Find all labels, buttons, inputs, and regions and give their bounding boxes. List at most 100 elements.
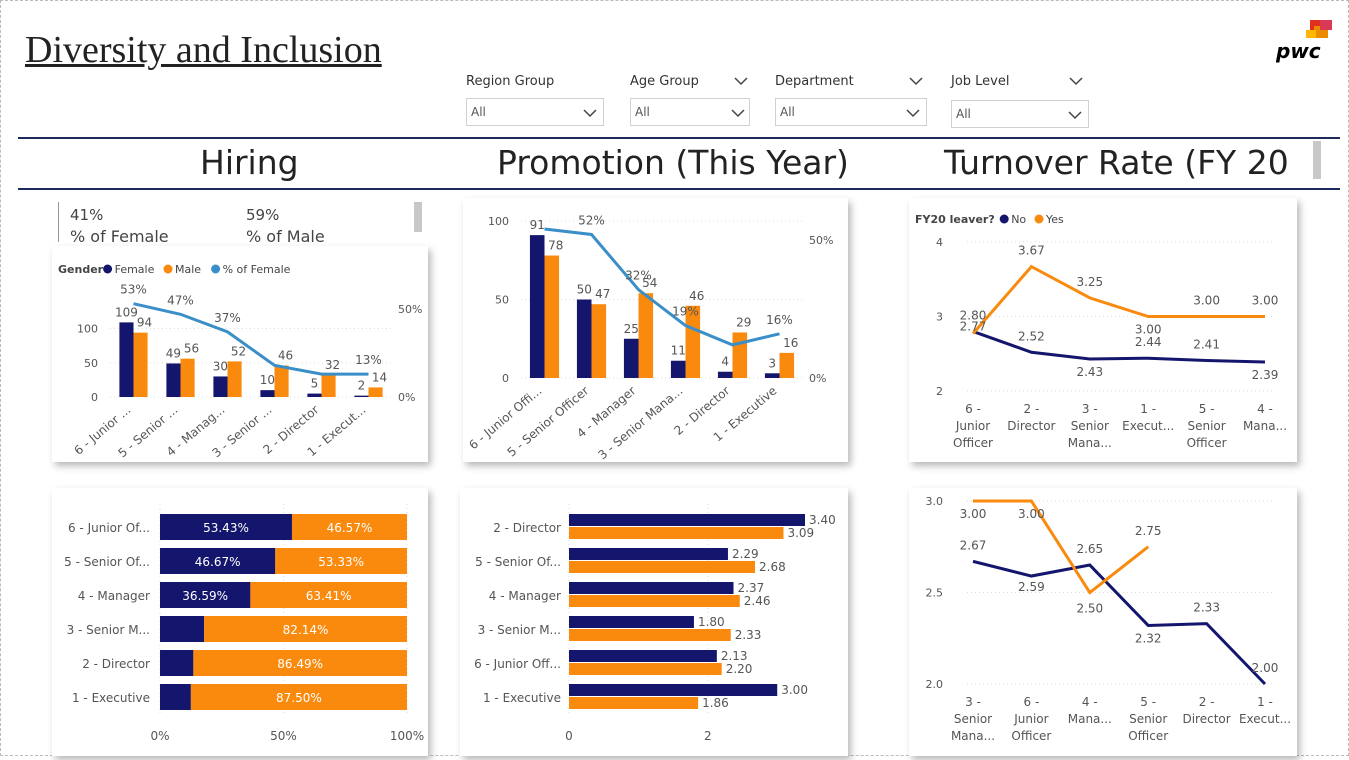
data-label-pct: 52% xyxy=(578,213,605,227)
turnover-age-card[interactable]: 2.0 2.5 3.0 3 - Senior Mana... 6 - Junior Office… xyxy=(909,488,1297,756)
y-tick-label: 2 - Director xyxy=(493,521,561,535)
bar-male xyxy=(321,375,336,397)
legend-marker xyxy=(211,264,221,274)
data-label-no: 2.39 xyxy=(1252,368,1279,382)
y-tick-label: 0 xyxy=(91,391,98,404)
bar-female xyxy=(354,395,369,397)
data-label-female: 10 xyxy=(260,373,275,387)
y-tick-label: 4 - Manager xyxy=(489,589,561,603)
bar-female xyxy=(569,684,778,696)
y-tick-label: 6 - Junior Off... xyxy=(474,657,561,671)
x-tick-label: 2 - xyxy=(1199,695,1215,709)
region-group-dropdown[interactable]: All xyxy=(466,98,604,126)
age-group-dropdown[interactable]: All xyxy=(630,98,750,126)
data-label-no: 2.33 xyxy=(1193,601,1220,615)
data-label-male: 32 xyxy=(325,358,340,372)
x-tick-label: 1 - xyxy=(1140,402,1156,416)
y-tick-label: 3.0 xyxy=(926,495,944,508)
data-label-yes: 3.00 xyxy=(1252,294,1279,308)
data-label-yes: 3.00 xyxy=(1193,294,1220,308)
data-label-pct: 16% xyxy=(766,313,793,327)
data-label-male: 3.09 xyxy=(787,526,814,540)
data-label-yes: 3.67 xyxy=(1018,244,1045,258)
turnover-level-card[interactable]: FY20 leaver? No Yes 2 3 4 6 - Junior Officer 2 - D… xyxy=(909,198,1297,462)
data-label-no: 2.65 xyxy=(1076,542,1103,556)
y-tick-label: 1 - Executive xyxy=(483,691,561,705)
x-tick-label: Mana... xyxy=(951,729,995,743)
x-tick-label: 0% xyxy=(150,729,169,743)
bar-female xyxy=(569,650,717,662)
section-title-promotion: Promotion (This Year) xyxy=(497,143,849,182)
data-label-female: 2 xyxy=(358,379,366,393)
chevron-down-icon[interactable] xyxy=(909,76,923,86)
bar-male xyxy=(274,365,289,397)
x-tick-label: 0 xyxy=(565,729,573,743)
y2-tick-label: 0% xyxy=(398,391,415,404)
data-label-male: 16 xyxy=(783,336,798,350)
bar-female xyxy=(160,582,251,608)
chevron-down-icon[interactable] xyxy=(1069,76,1083,86)
job-level-dropdown[interactable]: All xyxy=(951,100,1089,128)
data-label-no: 2.43 xyxy=(1076,365,1103,379)
data-label-female: 36.59% xyxy=(182,589,228,603)
data-label-pct: 47% xyxy=(167,293,194,307)
data-label-pct: 53% xyxy=(120,283,147,297)
y-tick-label: 50 xyxy=(495,294,509,307)
y-tick-label: 4 - Manager xyxy=(78,589,150,603)
kpi-scrollbar-thumb[interactable] xyxy=(414,202,422,232)
x-tick-label: Senior xyxy=(954,712,992,726)
hiring-share-card[interactable]: 0% 50% 100% 6 - Junior Of... 53.43% 46.57% 5 -… xyxy=(52,488,428,756)
legend-label: Male xyxy=(175,263,201,276)
bar-male xyxy=(368,387,383,397)
x-tick-label: 6 - xyxy=(1024,695,1040,709)
data-label-yes: 3.25 xyxy=(1076,275,1103,289)
bar-male xyxy=(779,352,795,378)
bar-female xyxy=(529,235,545,378)
data-label-female: 25 xyxy=(624,322,639,336)
x-tick-label: 3 - xyxy=(965,695,981,709)
data-label-pct: 13% xyxy=(355,353,382,367)
bar-male xyxy=(133,332,148,397)
scrollbar-thumb[interactable] xyxy=(1313,141,1321,179)
y-tick-label: 2.0 xyxy=(926,678,944,691)
data-label-pct: 19% xyxy=(672,305,699,319)
legend-marker xyxy=(103,264,113,274)
bar-male xyxy=(732,332,748,378)
data-label-female: 109 xyxy=(115,305,138,319)
y2-tick-label: 0% xyxy=(809,372,826,385)
bar-male xyxy=(275,548,407,574)
bar-female xyxy=(569,514,805,526)
data-label-male: 2.20 xyxy=(726,662,753,676)
department-dropdown[interactable]: All xyxy=(775,98,927,126)
data-label-female: 50 xyxy=(577,283,592,297)
slicer-label: Job Level xyxy=(951,74,1010,89)
kpi-male-label: % of Male xyxy=(246,227,325,246)
bar-female xyxy=(160,514,292,540)
bar-male xyxy=(180,358,195,397)
bar-female xyxy=(764,373,780,378)
y-tick-label: 4 xyxy=(936,236,943,249)
chevron-down-icon[interactable] xyxy=(734,76,748,86)
data-label-pct: 37% xyxy=(214,311,241,325)
data-label-male: 2.68 xyxy=(759,560,786,574)
bar-female xyxy=(160,616,205,642)
promotion-gender-card[interactable]: 0 50 100 0% 50% 91 78 6 - Junior Offi... 50 47 5 -… xyxy=(463,198,848,462)
data-label-no: 2.59 xyxy=(1018,580,1045,594)
data-label-no: 2.32 xyxy=(1135,631,1162,645)
kpi-female-value: 41% xyxy=(70,206,104,224)
data-label-pct: 32% xyxy=(625,269,652,283)
data-label-female: 91 xyxy=(530,218,545,232)
data-label-female: 30 xyxy=(213,359,228,373)
x-tick-label: Officer xyxy=(1187,436,1227,450)
promotion-years-card[interactable]: 0 2 2 - Director 3.40 3.09 5 - Senior Of... 2.… xyxy=(460,488,848,756)
slicer-label: Region Group xyxy=(466,74,555,89)
kpi-male-value: 59% xyxy=(246,206,280,224)
x-tick-label: Officer xyxy=(1128,729,1168,743)
hiring-gender-card[interactable]: Gender Female Male % of Female 0 50 100 0% 50% 10… xyxy=(52,246,428,462)
legend-label: % of Female xyxy=(223,263,291,276)
data-label-male: 2.33 xyxy=(735,628,762,642)
x-tick-label: Mana... xyxy=(1068,712,1112,726)
bar-female xyxy=(160,650,194,676)
slicer-value: All xyxy=(635,105,650,119)
data-label-female: 2.29 xyxy=(732,547,759,561)
